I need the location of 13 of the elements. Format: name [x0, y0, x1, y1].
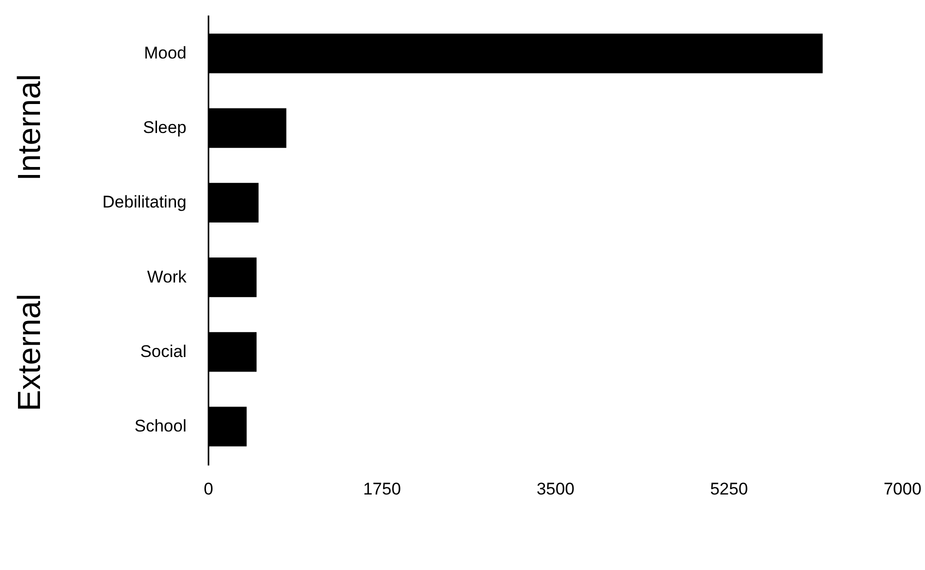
y-tick-label: Social: [140, 342, 186, 361]
x-tick-label: 0: [204, 480, 214, 498]
y-tick-label: Sleep: [143, 118, 186, 138]
text: External: [11, 294, 47, 412]
x-tick-label: 5250: [710, 480, 748, 498]
x-tick-label: 1750: [363, 480, 401, 498]
y-tick-label: School: [134, 416, 186, 436]
y-tick-label: Debilitating: [102, 192, 186, 212]
text: Internal: [11, 74, 47, 181]
y-tick-label: Mood: [144, 43, 186, 62]
x-tick-label: 7000: [884, 480, 922, 498]
y-tick-label: Work: [147, 267, 187, 286]
x-tick-label: 3500: [536, 480, 574, 498]
